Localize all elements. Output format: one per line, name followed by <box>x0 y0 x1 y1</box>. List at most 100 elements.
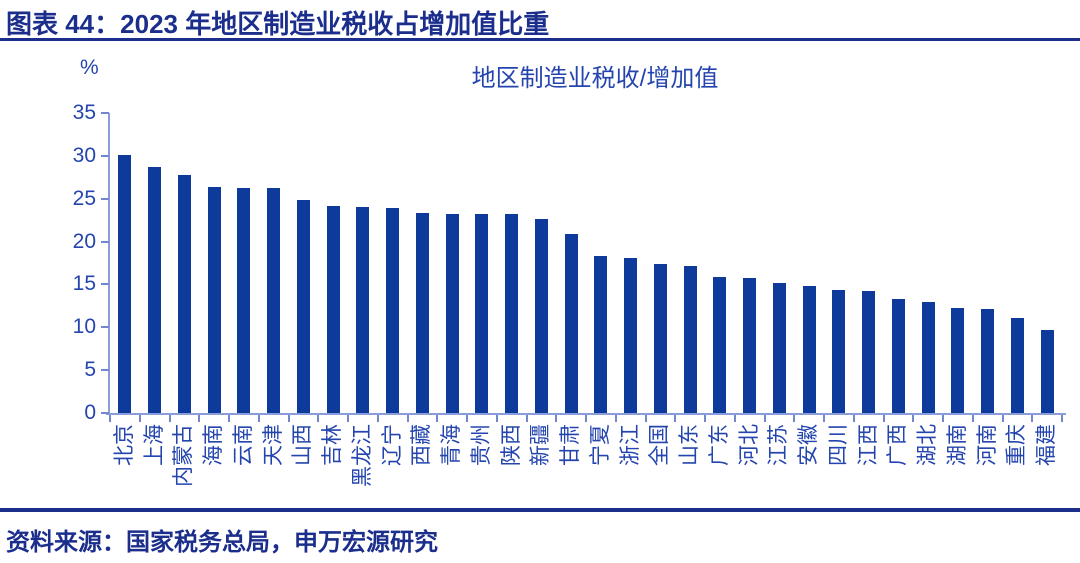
y-axis-tick-label: 15 <box>72 272 96 296</box>
x-axis-label-黑龙江: 黑龙江 <box>350 424 374 487</box>
bar-贵州 <box>475 214 489 413</box>
x-axis-label-西藏: 西藏 <box>410 424 434 466</box>
x-axis-tick <box>317 415 320 422</box>
y-axis-line <box>108 113 110 415</box>
y-axis-tick <box>101 197 109 200</box>
x-axis-tick <box>733 415 736 422</box>
bar-青海 <box>445 214 459 413</box>
bar-山西 <box>296 200 310 413</box>
bar-吉林 <box>326 206 340 413</box>
source-note: 资料来源：国家税务总局，申万宏源研究 <box>6 529 438 556</box>
y-axis-tick <box>101 283 109 286</box>
bar-云南 <box>237 188 251 413</box>
x-axis-label-湖南: 湖南 <box>945 424 969 466</box>
bar-海南 <box>207 187 221 413</box>
bar-广东 <box>713 277 727 413</box>
bar-安徽 <box>802 286 816 413</box>
bar-湖南 <box>951 308 965 413</box>
y-axis-tick <box>101 412 109 414</box>
bar-黑龙江 <box>356 207 370 413</box>
x-axis-label-贵州: 贵州 <box>469 424 493 466</box>
x-axis-label-全国: 全国 <box>648 424 672 466</box>
x-axis-label-河北: 河北 <box>737 424 761 466</box>
x-axis-tick <box>228 415 230 422</box>
x-axis-label-广西: 广西 <box>886 424 910 466</box>
y-axis-tick-label: 30 <box>72 143 96 167</box>
x-axis-tick <box>168 415 171 422</box>
x-axis-label-福建: 福建 <box>1035 424 1059 466</box>
x-axis-label-北京: 北京 <box>112 424 136 466</box>
bar-西藏 <box>415 213 429 413</box>
x-axis-tick <box>109 415 111 422</box>
y-axis-tick <box>101 326 109 329</box>
footer-divider <box>0 508 1080 512</box>
y-axis-tick-label: 10 <box>72 315 96 339</box>
x-axis-label-辽宁: 辽宁 <box>380 424 404 466</box>
y-axis-tick-label: 20 <box>72 229 96 253</box>
bar-宁夏 <box>594 256 608 413</box>
bar-辽宁 <box>386 208 400 413</box>
x-axis-label-上海: 上海 <box>142 424 166 466</box>
bar-北京 <box>118 155 132 413</box>
x-axis-label-江西: 江西 <box>856 424 880 466</box>
bar-内蒙古 <box>177 175 191 413</box>
y-axis-tick-label: 35 <box>72 101 96 124</box>
x-axis-tick <box>882 415 885 422</box>
x-axis-tick <box>1001 415 1004 422</box>
x-axis-tick <box>823 415 825 422</box>
bar-广西 <box>891 299 905 413</box>
x-axis-label-天津: 天津 <box>261 424 285 466</box>
y-axis-tick <box>101 240 109 243</box>
x-axis-tick <box>138 415 141 422</box>
x-axis-tick <box>376 415 379 422</box>
x-axis-tick <box>674 415 677 422</box>
y-axis-tick <box>101 154 109 157</box>
figure-title: 图表 44：2023 年地区制造业税收占增加值比重 <box>6 9 550 39</box>
x-axis-label-云南: 云南 <box>231 424 255 466</box>
bar-河南 <box>981 309 995 413</box>
x-axis-tick <box>347 415 349 422</box>
bar-甘肃 <box>564 234 578 413</box>
x-axis-tick <box>555 415 558 422</box>
x-axis-label-青海: 青海 <box>440 424 464 466</box>
bar-湖北 <box>921 302 935 413</box>
x-axis-label-新疆: 新疆 <box>529 424 553 466</box>
x-axis-tick <box>852 415 855 422</box>
y-axis-tick <box>101 369 109 372</box>
x-axis-tick <box>704 415 706 422</box>
y-axis-unit-label: % <box>80 56 99 79</box>
x-axis-tick <box>287 415 290 422</box>
x-axis-label-山东: 山东 <box>678 424 702 466</box>
x-axis-tick <box>466 415 468 422</box>
x-axis-label-内蒙古: 内蒙古 <box>172 424 196 487</box>
bar-江西 <box>862 291 876 413</box>
x-axis-tick <box>793 415 796 422</box>
x-axis-label-甘肃: 甘肃 <box>559 424 583 466</box>
bar-福建 <box>1040 330 1054 413</box>
bar-陕西 <box>505 214 519 413</box>
x-axis-line <box>106 413 1066 415</box>
bar-河北 <box>743 278 757 413</box>
x-axis-tick <box>644 415 647 422</box>
x-axis-label-重庆: 重庆 <box>1005 424 1029 466</box>
y-axis-tick-label: 25 <box>72 186 96 210</box>
bar-全国 <box>653 264 667 413</box>
x-axis-tick <box>614 415 617 422</box>
x-axis-tick <box>912 415 915 422</box>
y-axis-tick-label: 5 <box>84 358 96 382</box>
x-axis-label-浙江: 浙江 <box>618 424 642 466</box>
x-axis-label-陕西: 陕西 <box>499 424 523 466</box>
x-axis-label-广东: 广东 <box>707 424 731 466</box>
bar-天津 <box>267 188 281 413</box>
x-axis-label-安徽: 安徽 <box>797 424 821 466</box>
x-axis-label-吉林: 吉林 <box>321 424 345 466</box>
chart-title: 地区制造业税收/增加值 <box>471 65 719 92</box>
x-axis-tick <box>585 415 587 422</box>
x-axis-tick <box>198 415 201 422</box>
x-axis-label-四川: 四川 <box>826 424 850 466</box>
y-axis-tick-label: 0 <box>84 401 96 424</box>
x-axis-tick <box>257 415 260 422</box>
bar-浙江 <box>624 258 638 413</box>
bar-重庆 <box>1010 318 1024 413</box>
